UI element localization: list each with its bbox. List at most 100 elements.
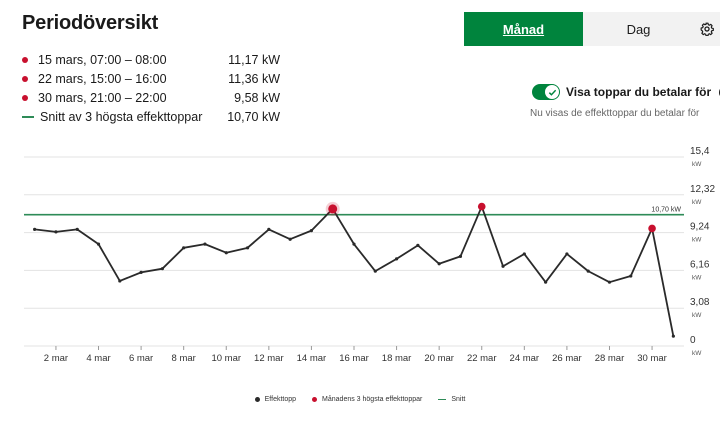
- legend-dot-icon: [312, 397, 318, 402]
- data-point: [373, 269, 377, 273]
- y-tick-unit: kW: [692, 199, 702, 206]
- average-value: 10,70 kW: [227, 109, 280, 124]
- data-point: [586, 269, 590, 273]
- peak-value: 11,36 kW: [228, 71, 280, 86]
- y-tick-label: 9,24: [690, 222, 710, 233]
- data-point: [224, 251, 228, 255]
- data-point: [267, 227, 271, 232]
- data-point: [671, 334, 675, 338]
- data-point: [309, 229, 314, 233]
- legend-label: Effekttopp: [264, 396, 297, 403]
- peak-row: 15 mars, 07:00 – 08:00 11,17 kW: [22, 50, 280, 69]
- y-tick-label: 12,32: [690, 184, 715, 195]
- tab-day[interactable]: Dag: [583, 12, 694, 46]
- peak-row: 22 mars, 15:00 – 16:00 11,36 kW: [22, 69, 280, 88]
- data-point: [501, 264, 505, 268]
- data-point: [352, 242, 356, 246]
- peak-list: 15 mars, 07:00 – 08:00 11,17 kW 22 mars,…: [22, 50, 280, 126]
- y-tick-label: 3,08: [690, 297, 710, 308]
- data-point: [160, 267, 164, 271]
- data-point: [182, 246, 186, 250]
- x-tick-label: 6 mar: [129, 353, 153, 364]
- chart-legend: Effekttopp Månadens 3 högsta effekttoppa…: [0, 396, 720, 403]
- legend-item: Månadens 3 högsta effekttoppar: [312, 396, 422, 403]
- y-tick-unit: kW: [692, 350, 702, 357]
- peak-marker-icon: [22, 56, 28, 63]
- x-tick-label: 14 mar: [297, 353, 327, 364]
- legend-line-icon: [438, 398, 447, 401]
- average-row: Snitt av 3 högsta effekttoppar 10,70 kW: [22, 107, 280, 126]
- data-point: [629, 274, 633, 278]
- average-line-icon: [22, 115, 34, 118]
- data-point: [458, 254, 463, 259]
- y-tick-label: 6,16: [690, 259, 710, 270]
- data-point: [139, 270, 143, 274]
- power-chart: 15,4 kW 12,32 kW 9,24 kW 6,16 kW 3,08 kW 0 kW 2 mar 4…: [24, 146, 715, 364]
- peak-label: 15 mars, 07:00 – 08:00: [38, 52, 167, 67]
- legend-item: Snitt: [438, 396, 465, 403]
- x-tick-label: 28 mar: [595, 353, 625, 364]
- peak-label: 22 mars, 15:00 – 16:00: [38, 71, 167, 86]
- peak-label: 30 mars, 21:00 – 22:00: [38, 90, 167, 105]
- peak-point: [477, 202, 486, 211]
- peak-row: 30 mars, 21:00 – 22:00 9,58 kW: [22, 88, 280, 107]
- x-tick-label: 16 mar: [339, 353, 369, 364]
- data-point: [522, 252, 526, 256]
- x-tick-label: 2 mar: [44, 353, 68, 364]
- data-point: [96, 242, 101, 246]
- x-tick-label: 8 mar: [172, 353, 196, 364]
- legend-label: Snitt: [451, 396, 466, 403]
- data-point: [437, 262, 441, 266]
- y-tick-unit: kW: [692, 237, 702, 244]
- peak-value: 11,17 kW: [228, 52, 280, 67]
- x-tick-label: 12 mar: [254, 353, 284, 364]
- legend-label: Månadens 3 högsta effekttoppar: [322, 396, 423, 403]
- average-label: Snitt av 3 högsta effekttoppar: [40, 109, 203, 124]
- data-point: [607, 280, 612, 284]
- data-point: [118, 279, 122, 283]
- peak-marker-icon: [22, 75, 28, 82]
- x-tick-label: 26 mar: [552, 353, 582, 364]
- data-point: [544, 280, 548, 284]
- gear-icon: [700, 22, 714, 36]
- data-point: [33, 227, 37, 232]
- legend-dot-icon: [254, 397, 260, 402]
- period-tabs: Månad Dag: [464, 12, 720, 46]
- data-point: [245, 246, 250, 250]
- x-tick-label: 22 mar: [467, 353, 497, 364]
- x-tick-label: 4 mar: [86, 353, 110, 364]
- show-peaks-toggle-row: Visa toppar du betalar för i: [532, 84, 720, 100]
- y-tick-unit: kW: [692, 161, 702, 168]
- y-tick-unit: kW: [692, 274, 702, 281]
- show-peaks-label: Visa toppar du betalar för: [566, 85, 712, 99]
- data-point: [288, 237, 292, 241]
- x-tick-label: 20 mar: [424, 353, 454, 364]
- data-point: [54, 230, 58, 234]
- check-icon: [548, 89, 556, 96]
- x-tick-label: 18 mar: [382, 353, 412, 364]
- peak-marker-icon: [22, 94, 28, 101]
- x-tick-label: 30 mar: [637, 353, 667, 364]
- show-peaks-toggle[interactable]: [532, 84, 560, 100]
- settings-button[interactable]: [694, 12, 720, 46]
- series-line: [34, 205, 675, 337]
- x-tick-label: 10 mar: [211, 353, 241, 364]
- toggle-hint: Nu visas de effekttoppar du betalar för: [530, 108, 700, 119]
- toggle-knob: [545, 85, 559, 99]
- y-tick-unit: kW: [692, 312, 702, 319]
- peak-point: [328, 204, 338, 214]
- y-tick-label: 15,4: [690, 146, 710, 157]
- data-point: [565, 252, 569, 256]
- peak-point: [648, 224, 656, 233]
- data-point: [203, 242, 207, 246]
- peak-value: 9,58 kW: [234, 90, 280, 105]
- x-tick-label: 24 mar: [510, 353, 540, 364]
- legend-item: Effekttopp: [254, 396, 297, 403]
- data-point: [75, 227, 79, 232]
- data-point: [394, 257, 399, 261]
- y-tick-label: 0: [690, 335, 696, 346]
- average-line-label: 10,70 kW: [651, 207, 681, 214]
- page-title: Periodöversikt: [22, 12, 159, 34]
- tab-month[interactable]: Månad: [464, 12, 583, 46]
- data-point: [416, 243, 420, 247]
